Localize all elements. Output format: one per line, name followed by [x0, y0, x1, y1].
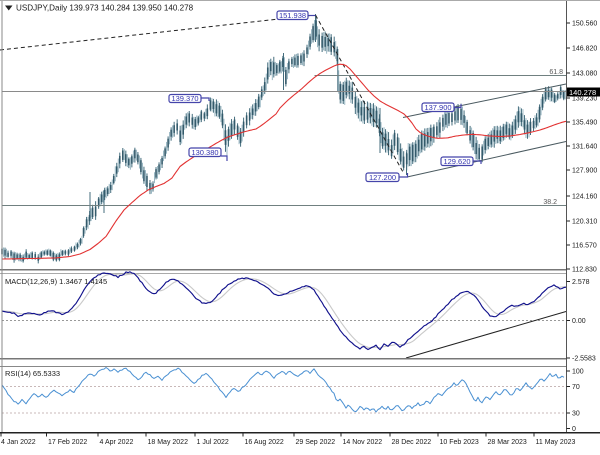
svg-text:151.938: 151.938 [279, 11, 306, 20]
svg-text:4 Jan 2022: 4 Jan 2022 [1, 439, 36, 446]
svg-text:129.620: 129.620 [443, 157, 470, 166]
svg-text:USDJPY,Daily 139.973 140.284: USDJPY,Daily 139.973 140.284 139.950 140… [16, 4, 194, 13]
svg-text:30: 30 [572, 411, 580, 418]
svg-text:14 Nov 2022: 14 Nov 2022 [343, 439, 383, 446]
svg-text:139.230: 139.230 [572, 96, 597, 103]
svg-text:0.00: 0.00 [572, 318, 586, 325]
svg-text:61.8: 61.8 [549, 69, 563, 76]
svg-text:0: 0 [572, 426, 576, 433]
svg-text:29 Sep 2022: 29 Sep 2022 [296, 439, 336, 446]
svg-text:1 Jul 2022: 1 Jul 2022 [197, 439, 229, 446]
svg-text:16 Aug 2022: 16 Aug 2022 [245, 439, 284, 446]
svg-text:10 Feb 2023: 10 Feb 2023 [440, 439, 479, 446]
svg-text:28 Mar 2023: 28 Mar 2023 [488, 439, 527, 446]
svg-text:-2.5583: -2.5583 [572, 356, 596, 363]
svg-text:124.160: 124.160 [572, 194, 597, 201]
svg-text:139.370: 139.370 [171, 94, 198, 103]
svg-text:120.310: 120.310 [572, 219, 597, 226]
svg-text:38.2: 38.2 [543, 199, 557, 206]
svg-text:11 May 2023: 11 May 2023 [536, 439, 576, 446]
svg-text:4 Apr 2022: 4 Apr 2022 [100, 439, 134, 446]
svg-text:150.560: 150.560 [572, 21, 597, 28]
svg-text:18 May 2022: 18 May 2022 [148, 439, 189, 446]
svg-text:143.080: 143.080 [572, 71, 597, 78]
svg-text:131.640: 131.640 [572, 144, 597, 151]
svg-text:RSI(14) 65.5333: RSI(14) 65.5333 [5, 369, 60, 378]
svg-text:70: 70 [572, 384, 580, 391]
svg-text:28 Dec 2022: 28 Dec 2022 [392, 439, 432, 446]
svg-text:137.900: 137.900 [424, 103, 451, 112]
svg-text:146.820: 146.820 [572, 46, 597, 53]
svg-text:130.380: 130.380 [191, 148, 218, 157]
svg-text:2.578: 2.578 [572, 279, 590, 286]
svg-text:140.278: 140.278 [569, 88, 596, 97]
svg-text:MACD(12,26,9) 1.3467 1.4145: MACD(12,26,9) 1.3467 1.4145 [5, 277, 107, 286]
svg-text:17 Feb 2022: 17 Feb 2022 [48, 439, 87, 446]
svg-text:112.830: 112.830 [572, 267, 597, 274]
svg-text:116.570: 116.570 [572, 243, 597, 250]
svg-text:135.490: 135.490 [572, 120, 597, 127]
svg-text:127.900: 127.900 [572, 168, 597, 175]
svg-text:100: 100 [572, 369, 584, 376]
svg-text:127.200: 127.200 [369, 173, 396, 182]
